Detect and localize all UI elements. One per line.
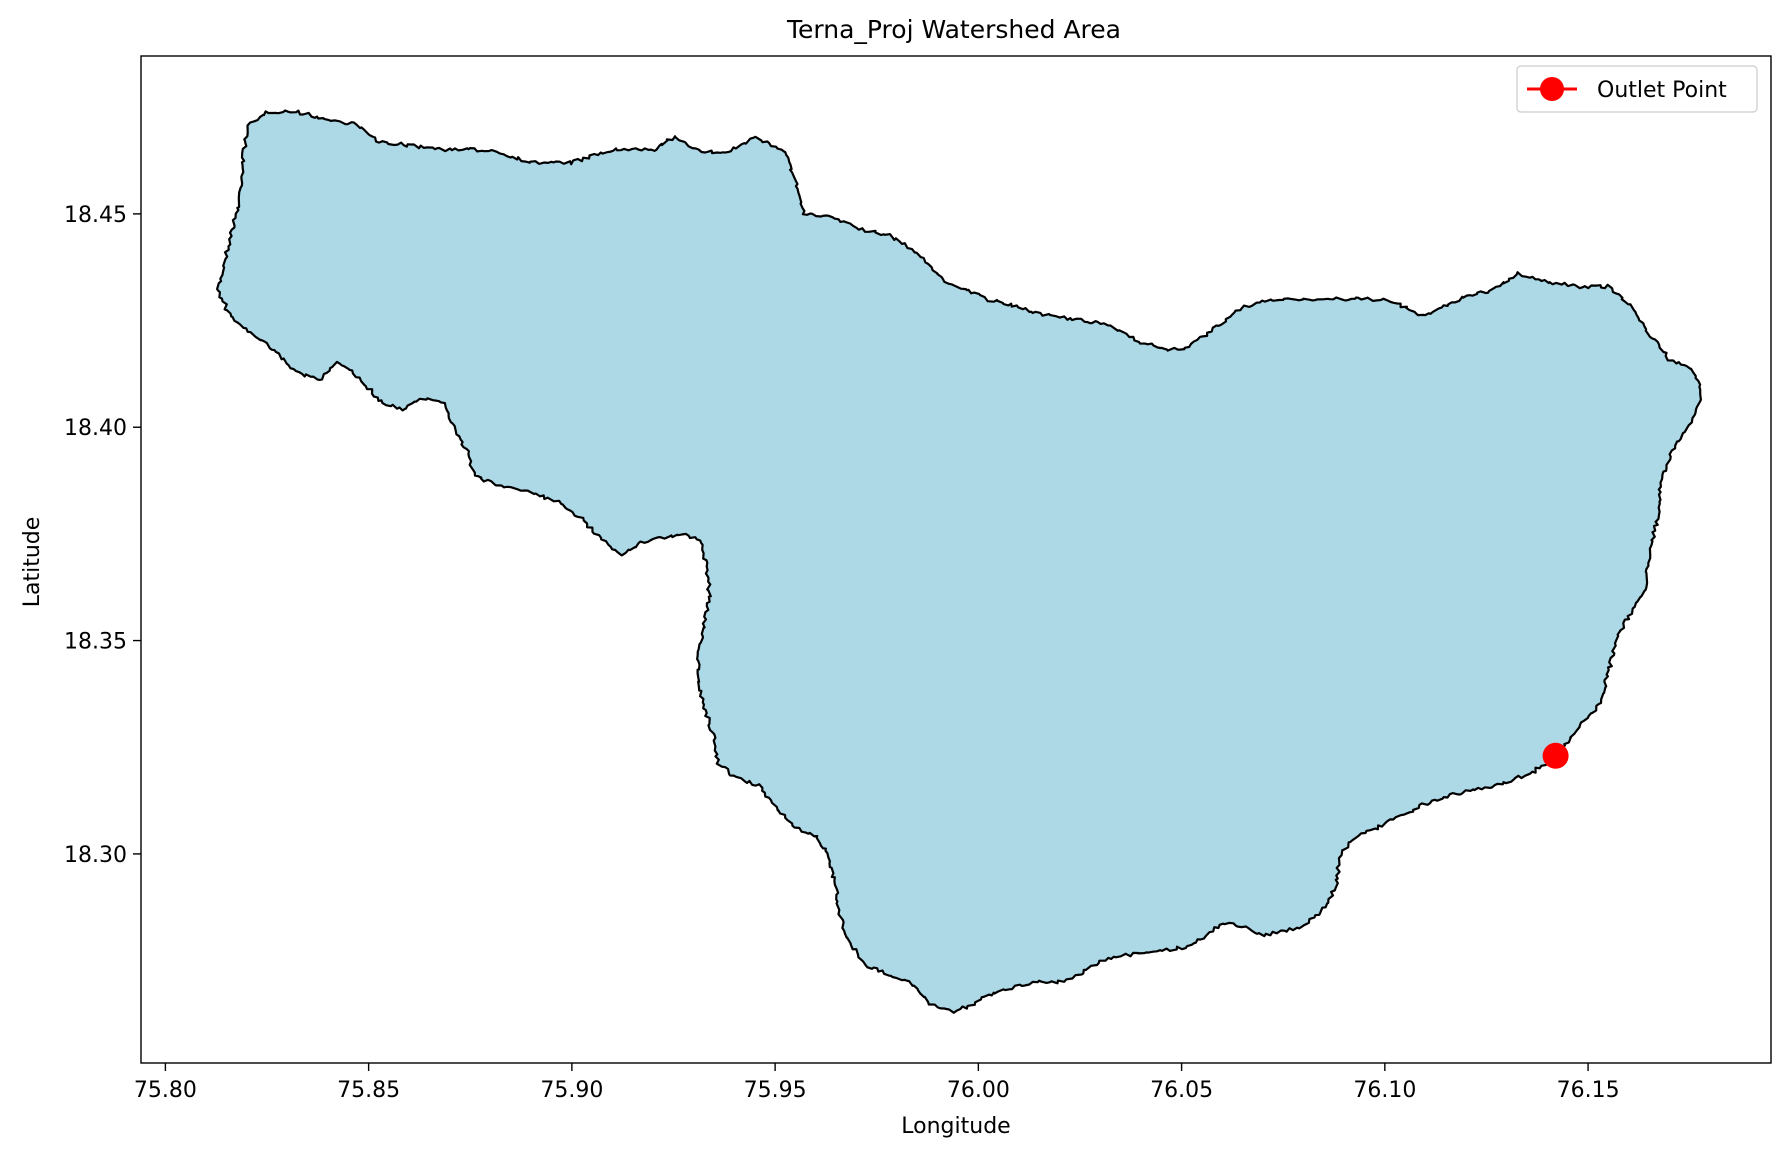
legend: Outlet Point [1516, 65, 1758, 113]
x-tick-label: 76.10 [1353, 1078, 1416, 1103]
y-axis: 18.30 18.35 18.40 18.45 [64, 203, 141, 868]
outlet-point-marker [1542, 742, 1569, 769]
y-tick-label: 18.30 [64, 843, 127, 868]
x-tick-label: 75.80 [134, 1078, 197, 1103]
plot-area [216, 109, 1702, 1014]
y-tick-label: 18.35 [64, 630, 127, 655]
x-tick-label: 76.15 [1557, 1078, 1620, 1103]
legend-box [1516, 65, 1758, 113]
axes-frame [140, 55, 1772, 1064]
y-tick-label: 18.40 [64, 416, 127, 441]
watershed-polygon [216, 109, 1702, 1014]
x-tick-label: 76.05 [1150, 1078, 1213, 1103]
y-tick-label: 18.45 [64, 203, 127, 228]
x-tick-label: 75.85 [337, 1078, 400, 1103]
legend-label: Outlet Point [1597, 78, 1727, 103]
x-axis: 75.80 75.85 75.90 75.95 76.00 76.05 76.10 76.15 [134, 1063, 1620, 1103]
x-tick-label: 76.00 [947, 1078, 1010, 1103]
x-tick-label: 75.95 [744, 1078, 807, 1103]
y-axis-label: Latitude [20, 517, 45, 608]
x-tick-label: 75.90 [540, 1078, 603, 1103]
legend-marker-swatch [1540, 77, 1564, 101]
chart-title: Terna_Proj Watershed Area [786, 15, 1121, 44]
x-axis-label: Longitude [901, 1114, 1010, 1139]
